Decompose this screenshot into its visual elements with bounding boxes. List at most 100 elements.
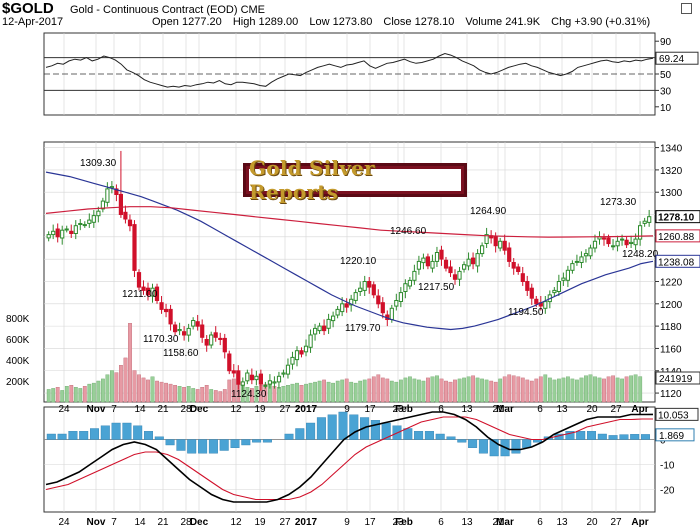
candle-body	[91, 215, 96, 223]
volume-y-tick-label: 600K	[6, 335, 30, 346]
macd-histogram-bar	[57, 433, 67, 440]
candle-body	[209, 334, 214, 346]
candle-body	[195, 321, 200, 327]
macd-histogram-bar	[587, 431, 597, 440]
macd-x-tick-label: 28	[180, 517, 192, 528]
volume-bar	[430, 376, 435, 403]
volume-bar	[529, 380, 534, 403]
candle-body	[439, 249, 444, 260]
macd-histogram-bar	[641, 434, 651, 440]
volume-bar	[69, 385, 74, 403]
macd-histogram-bar	[457, 439, 467, 443]
candle-body	[466, 258, 471, 267]
volume-bar	[114, 372, 119, 403]
volume-bar	[200, 387, 205, 403]
price-x-tick-label: 28	[180, 404, 192, 415]
chg-label: Chg	[551, 16, 572, 28]
candle-body	[55, 228, 60, 238]
candle-body	[173, 324, 178, 333]
candle-body	[51, 230, 56, 236]
candle-body	[331, 315, 336, 322]
volume-bar	[109, 370, 114, 403]
volume-bar	[295, 382, 299, 403]
macd-current-box	[655, 407, 699, 421]
volume-bar	[227, 379, 232, 403]
candle-body	[507, 247, 512, 262]
candle-body	[78, 223, 83, 225]
price-y-tick-label: 1340	[660, 144, 683, 155]
candle-body	[493, 236, 498, 247]
volume-bar	[286, 385, 290, 403]
candle-body	[281, 372, 286, 375]
volume-bar	[421, 380, 426, 403]
volume-bar	[566, 376, 570, 403]
volume-bar	[173, 385, 177, 403]
candle-body	[606, 237, 611, 245]
candle-body	[123, 211, 128, 220]
volume-bar	[182, 387, 186, 403]
macd-x-tick-label: Feb	[395, 517, 413, 528]
volume-bar	[331, 382, 335, 403]
macd-x-tick-label: 19	[254, 517, 266, 528]
macd-x-tick-label: 27	[279, 517, 291, 528]
candle-body	[303, 345, 309, 353]
volume-bar	[394, 381, 399, 403]
price-x-tick-label: 6	[438, 404, 444, 415]
candle-body	[267, 380, 272, 385]
volume-bar	[417, 379, 421, 403]
macd-histogram-bar	[252, 439, 262, 443]
settings-checkbox[interactable]	[681, 3, 692, 14]
macd-histogram-bar	[478, 439, 488, 454]
price-annotation: 1124.30	[231, 389, 267, 400]
close-value: 1278.10	[414, 16, 455, 28]
macd-x-tick-label: Mar	[496, 517, 514, 528]
macd-panel	[43, 406, 656, 513]
volume-bar	[426, 377, 430, 403]
candle-body	[358, 287, 363, 293]
candle-body	[403, 283, 408, 293]
macd-histogram-bar	[370, 420, 380, 440]
macd-histogram-bar	[111, 422, 121, 440]
volume-bar	[164, 382, 168, 403]
candle-body	[574, 260, 579, 263]
candle-body	[561, 277, 566, 281]
macd-histogram-bar	[435, 433, 445, 440]
volume-bar	[507, 374, 512, 403]
volume-current-label: 241919	[659, 374, 693, 385]
volume-bar	[552, 379, 557, 403]
price-annotation: 1217.50	[418, 282, 455, 293]
price-annotation: 1248.20	[622, 249, 659, 260]
candle-body	[200, 324, 205, 338]
volume-bar	[435, 375, 439, 403]
candle-body	[96, 210, 101, 217]
price-current-box	[655, 229, 700, 243]
candle-body	[615, 240, 620, 247]
macd-x-tick-label: 17	[364, 517, 376, 528]
macd-x-tick-label: 24	[58, 517, 70, 528]
volume-bar	[466, 376, 471, 403]
macd-x-tick-label: 2017	[295, 517, 318, 528]
candle-body	[344, 303, 349, 308]
candle-body	[141, 286, 146, 291]
volume-bar	[399, 379, 403, 403]
candle-body	[380, 302, 385, 314]
macd-x-tick-label: Nov	[87, 517, 106, 528]
candle-body	[592, 240, 598, 249]
ohlc-readout: Open 1277.20 High 1289.00 Low 1273.80 Cl…	[152, 16, 650, 28]
volume-bar	[597, 377, 602, 403]
volume-bar	[150, 376, 155, 403]
price-x-tick-label: 12	[230, 404, 242, 415]
macd-histogram-bar	[403, 428, 413, 440]
chg-value: +3.90 (+0.31%)	[574, 16, 651, 28]
volume-bar	[538, 376, 543, 403]
volume-bar	[313, 381, 317, 403]
volume-bar	[548, 377, 552, 403]
volume-bar	[191, 388, 196, 403]
candle-body	[100, 200, 106, 210]
volume-bar	[534, 378, 539, 403]
candle-body	[299, 350, 304, 355]
macd-histogram-bar	[630, 434, 640, 440]
volume-bar	[141, 377, 146, 403]
macd-x-tick-label: 21	[157, 517, 169, 528]
volume-bar	[55, 387, 60, 403]
